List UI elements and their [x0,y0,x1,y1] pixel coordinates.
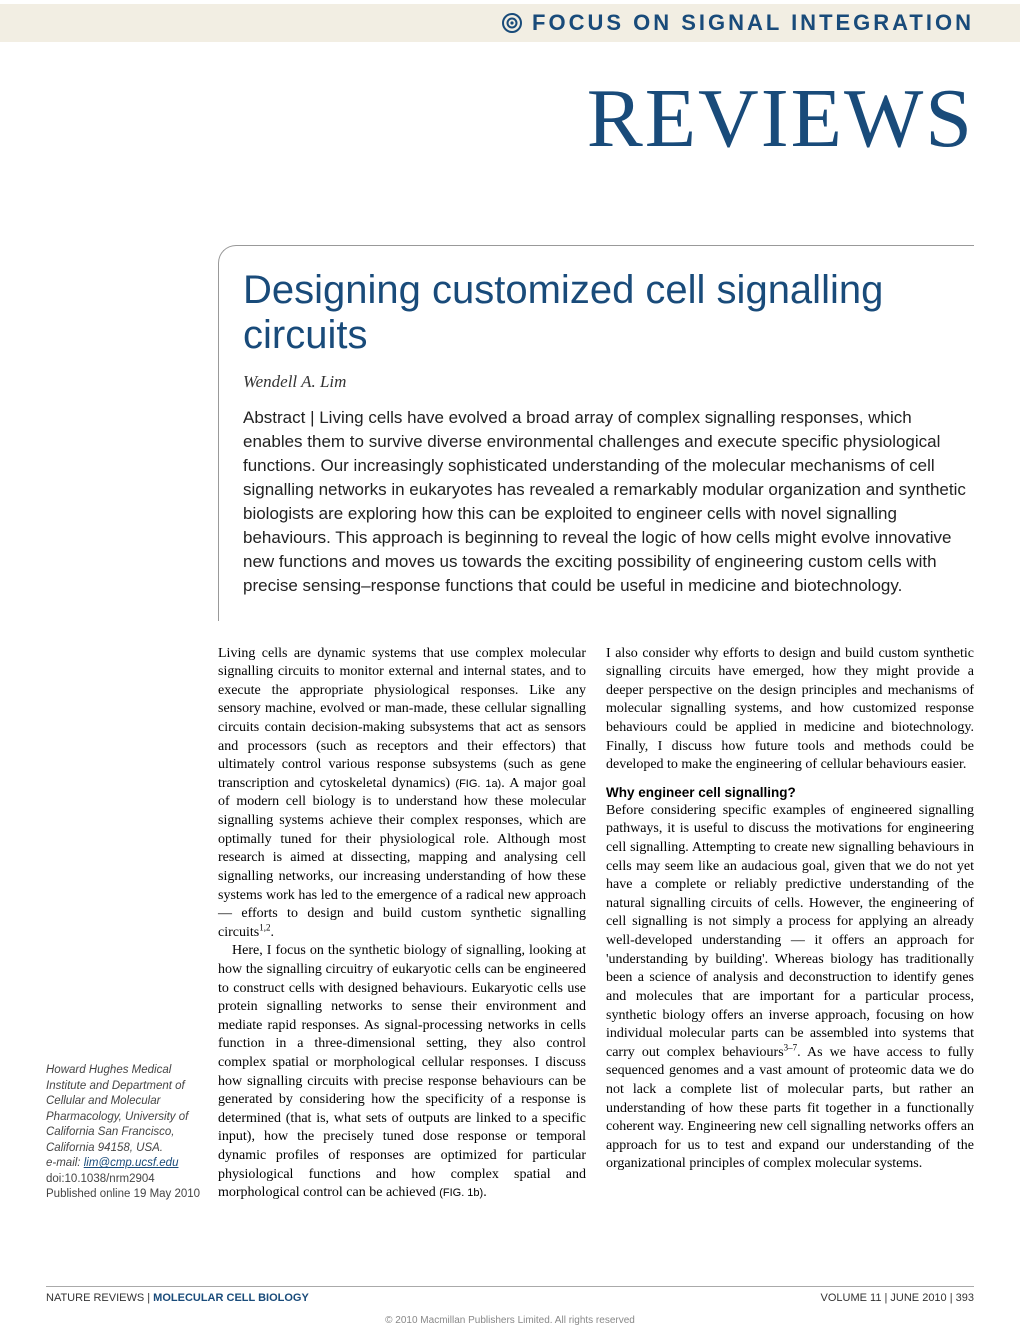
focus-banner-label: FOCUS ON SIGNAL INTEGRATION [532,10,974,36]
focus-banner: FOCUS ON SIGNAL INTEGRATION [0,0,1020,42]
page-footer: NATURE REVIEWS | MOLECULAR CELL BIOLOGY … [46,1286,974,1304]
body-area: Howard Hughes Medical Institute and Depa… [46,645,974,1203]
published-date: Published online 19 May 2010 [46,1188,200,1200]
affiliation-column: Howard Hughes Medical Institute and Depa… [46,645,202,1203]
doi-text: doi:10.1038/nrm2904 [46,1173,155,1185]
article-author: Wendell A. Lim [243,372,974,392]
figure-ref: (FIG. 1b) [439,1187,483,1199]
email-label: e-mail: [46,1157,84,1169]
body-paragraph: Living cells are dynamic systems that us… [218,645,586,943]
figure-ref: (FIG. 1a) [455,778,501,790]
section-title: REVIEWS [0,70,1020,167]
article-header-box: Designing customized cell signalling cir… [218,245,974,621]
citation-sup: 1,2 [259,922,270,932]
article-title: Designing customized cell signalling cir… [243,268,974,358]
body-paragraph: Before considering specific examples of … [606,802,974,1174]
affiliation-text: Howard Hughes Medical Institute and Depa… [46,1064,188,1154]
author-email-link[interactable]: lim@cmp.ucsf.edu [84,1157,179,1169]
footer-left: NATURE REVIEWS | MOLECULAR CELL BIOLOGY [46,1292,309,1304]
affiliation-block: Howard Hughes Medical Institute and Depa… [46,1063,202,1203]
citation-sup: 3–7 [784,1042,798,1052]
body-paragraph: Here, I focus on the synthetic biology o… [218,942,586,1203]
section-subhead: Why engineer cell signalling? [606,784,974,802]
footer-right: VOLUME 11 | JUNE 2010 | 393 [821,1292,974,1304]
footer-journal-prefix: NATURE REVIEWS | [46,1292,153,1304]
body-text-columns: Living cells are dynamic systems that us… [218,645,974,1203]
concentric-target-icon [502,13,522,33]
body-paragraph: I also consider why efforts to design an… [606,645,974,775]
article-abstract: Abstract | Living cells have evolved a b… [243,406,974,599]
footer-journal-name: MOLECULAR CELL BIOLOGY [153,1292,309,1304]
copyright-line: © 2010 Macmillan Publishers Limited. All… [0,1315,1020,1326]
